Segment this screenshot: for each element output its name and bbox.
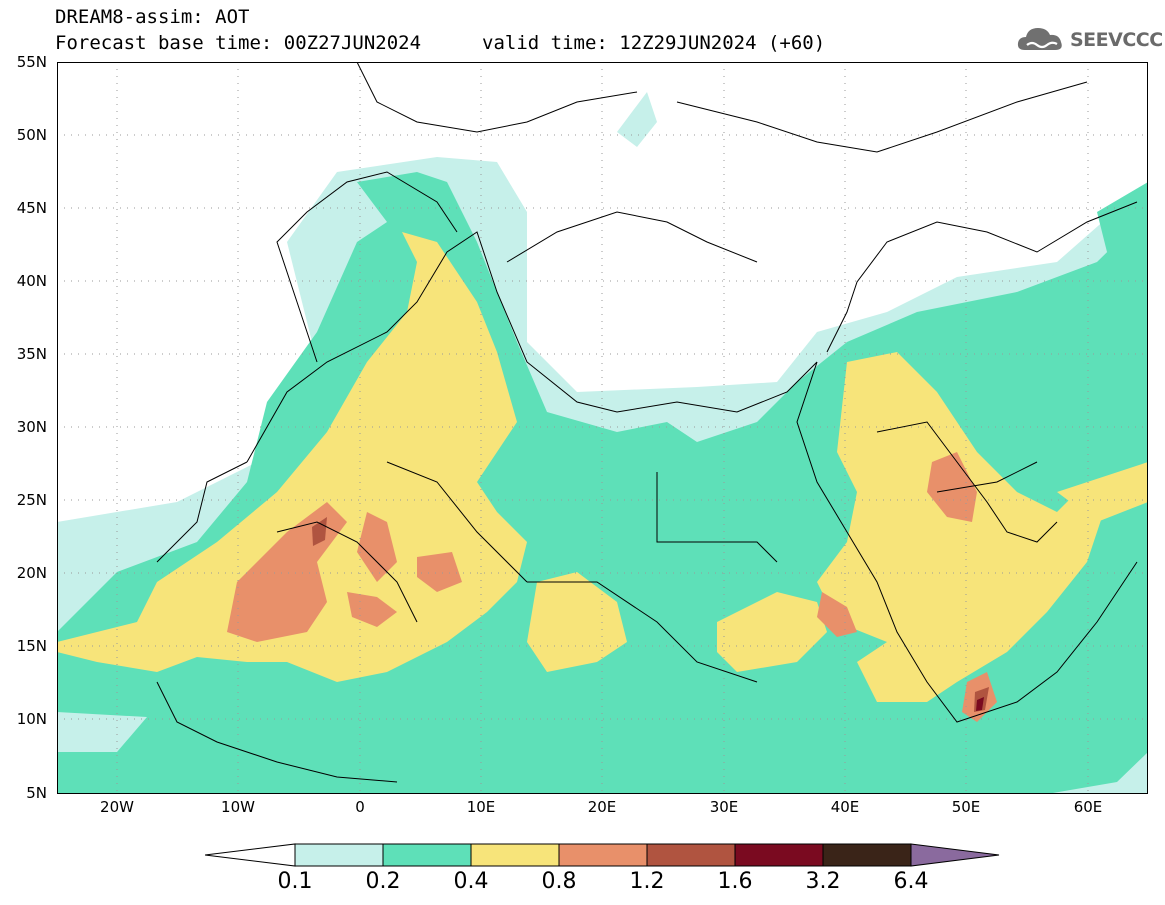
colorbar-box-4 xyxy=(558,843,648,867)
lat-label-30n: 30N xyxy=(16,418,47,436)
logo-text: SEEVCCC xyxy=(1070,29,1163,51)
graticule xyxy=(57,62,1148,794)
lon-label-10w: 10W xyxy=(221,798,255,816)
lat-label-5n: 5N xyxy=(26,784,47,802)
lat-label-20n: 20N xyxy=(16,564,47,582)
aot-field xyxy=(57,62,1148,794)
lat-label-55n: 55N xyxy=(16,53,47,71)
aot-map xyxy=(57,62,1148,794)
lat-label-45n: 45N xyxy=(16,199,47,217)
colorbar-box-5 xyxy=(646,843,736,867)
colorbar-box-3 xyxy=(470,843,560,867)
colorbar-over-triangle xyxy=(910,843,1000,867)
lat-label-40n: 40N xyxy=(16,272,47,290)
colorbar-label-0-4: 0.4 xyxy=(453,869,489,894)
colorbar-label-0-2: 0.2 xyxy=(365,869,401,894)
valid-time: valid time: 12Z29JUN2024 (+60) xyxy=(482,32,826,54)
colorbar-label-6-4: 6.4 xyxy=(893,869,929,894)
colorbar-label-3-2: 3.2 xyxy=(805,869,841,894)
aot-band-1-6 xyxy=(976,697,984,711)
aot-band-0-8 xyxy=(227,452,997,722)
map-title: DREAM8-assim: AOT xyxy=(55,6,250,28)
colorbar-label-0-8: 0.8 xyxy=(541,869,577,894)
colorbar xyxy=(205,843,1000,867)
lat-label-10n: 10N xyxy=(16,710,47,728)
coastlines xyxy=(156,62,1138,783)
lon-label-10e: 10E xyxy=(466,798,496,816)
forecast-base-time: Forecast base time: 00Z27JUN2024 xyxy=(55,32,422,54)
lon-label-20e: 20E xyxy=(587,798,617,816)
colorbar-box-6 xyxy=(734,843,824,867)
lon-label-60e: 60E xyxy=(1073,798,1103,816)
colorbar-box-7 xyxy=(822,843,912,867)
lon-label-50e: 50E xyxy=(951,798,981,816)
lon-label-40e: 40E xyxy=(830,798,860,816)
map-border xyxy=(57,62,1148,794)
colorbar-label-1-2: 1.2 xyxy=(629,869,665,894)
lon-label-20w: 20W xyxy=(100,798,134,816)
cloud-icon xyxy=(1017,28,1062,50)
seevccc-logo: SEEVCCC xyxy=(1015,22,1163,58)
lon-label-30e: 30E xyxy=(709,798,739,816)
colorbar-label-0-1: 0.1 xyxy=(277,869,313,894)
lat-label-50n: 50N xyxy=(16,126,47,144)
colorbar-under-triangle xyxy=(205,843,296,867)
lon-label-0: 0 xyxy=(355,798,365,816)
colorbar-box-2 xyxy=(382,843,472,867)
colorbar-box-1 xyxy=(294,843,384,867)
lat-label-25n: 25N xyxy=(16,491,47,509)
colorbar-label-1-6: 1.6 xyxy=(717,869,753,894)
lat-label-35n: 35N xyxy=(16,345,47,363)
lat-label-15n: 15N xyxy=(16,637,47,655)
